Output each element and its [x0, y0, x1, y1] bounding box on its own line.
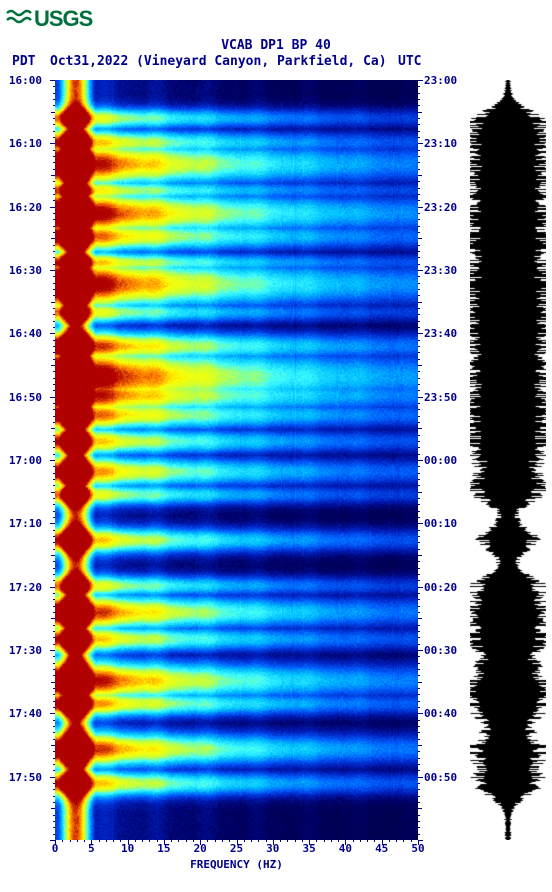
- y-right-tick: 00:10: [424, 517, 457, 530]
- tick-marks-left: [50, 80, 55, 840]
- date-location: Oct31,2022 (Vineyard Canyon, Parkfield, …: [50, 54, 387, 69]
- y-left-tick: 17:00: [9, 454, 42, 467]
- y-left-tick: 17:30: [9, 644, 42, 657]
- timezone-left: PDT: [12, 54, 35, 69]
- timezone-right: UTC: [398, 54, 421, 69]
- y-right-tick: 23:20: [424, 201, 457, 214]
- chart-title: VCAB DP1 BP 40: [0, 38, 552, 53]
- x-axis-title: FREQUENCY (HZ): [55, 858, 418, 871]
- y-right-tick: 23:40: [424, 327, 457, 340]
- y-axis-right-labels: 23:0023:1023:2023:3023:4023:5000:0000:10…: [420, 80, 470, 840]
- y-left-tick: 16:40: [9, 327, 42, 340]
- waveform-plot: [470, 80, 546, 840]
- y-right-tick: 23:00: [424, 74, 457, 87]
- y-left-tick: 16:20: [9, 201, 42, 214]
- y-right-tick: 00:50: [424, 771, 457, 784]
- y-right-tick: 00:40: [424, 707, 457, 720]
- y-axis-left-labels: 16:0016:1016:2016:3016:4016:5017:0017:10…: [0, 80, 50, 840]
- y-left-tick: 16:00: [9, 74, 42, 87]
- tick-marks-bottom: [55, 840, 418, 845]
- tick-marks-right: [418, 80, 423, 840]
- y-left-tick: 17:50: [9, 771, 42, 784]
- spectrogram-plot: [55, 80, 418, 840]
- logo-text: USGS: [34, 6, 92, 31]
- usgs-logo: USGS: [6, 6, 92, 33]
- y-left-tick: 17:10: [9, 517, 42, 530]
- y-right-tick: 00:20: [424, 581, 457, 594]
- y-right-tick: 23:30: [424, 264, 457, 277]
- logo-wave-icon: [6, 7, 32, 33]
- y-right-tick: 00:30: [424, 644, 457, 657]
- y-right-tick: 23:10: [424, 137, 457, 150]
- y-left-tick: 16:10: [9, 137, 42, 150]
- y-left-tick: 16:50: [9, 391, 42, 404]
- y-left-tick: 17:20: [9, 581, 42, 594]
- y-left-tick: 17:40: [9, 707, 42, 720]
- y-left-tick: 16:30: [9, 264, 42, 277]
- y-right-tick: 23:50: [424, 391, 457, 404]
- y-right-tick: 00:00: [424, 454, 457, 467]
